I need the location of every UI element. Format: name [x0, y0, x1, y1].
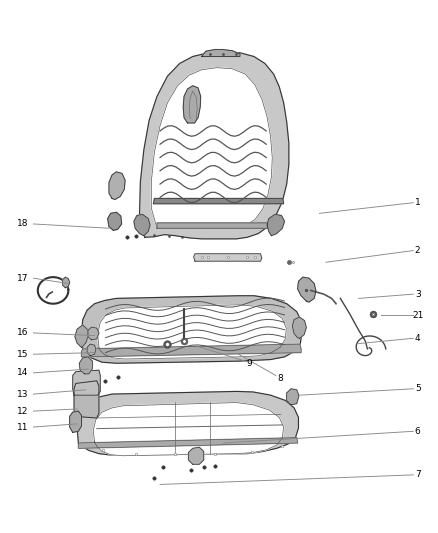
Polygon shape — [87, 344, 96, 356]
Polygon shape — [157, 223, 268, 228]
Polygon shape — [292, 317, 306, 338]
Polygon shape — [134, 214, 150, 236]
Polygon shape — [109, 172, 125, 199]
Polygon shape — [267, 214, 285, 236]
Text: 5: 5 — [415, 384, 420, 393]
Polygon shape — [108, 212, 122, 230]
Polygon shape — [74, 381, 99, 418]
Polygon shape — [73, 370, 100, 395]
Polygon shape — [201, 50, 240, 56]
Polygon shape — [63, 277, 70, 288]
Text: 18: 18 — [17, 220, 28, 229]
Text: 17: 17 — [17, 273, 28, 282]
Polygon shape — [78, 438, 297, 448]
Text: 14: 14 — [17, 368, 28, 377]
Polygon shape — [93, 402, 284, 456]
Text: 1: 1 — [415, 198, 420, 207]
Polygon shape — [194, 254, 262, 261]
Polygon shape — [81, 344, 301, 357]
Polygon shape — [77, 391, 298, 455]
Text: 2: 2 — [415, 246, 420, 255]
Text: 3: 3 — [415, 289, 420, 298]
Text: 11: 11 — [17, 423, 28, 432]
Text: 9: 9 — [247, 359, 252, 368]
Polygon shape — [153, 198, 284, 204]
Text: 8: 8 — [277, 374, 283, 383]
Polygon shape — [79, 357, 92, 374]
Text: 6: 6 — [415, 427, 420, 436]
Polygon shape — [88, 327, 99, 340]
Text: 12: 12 — [17, 407, 28, 416]
Text: 4: 4 — [415, 334, 420, 343]
Text: 13: 13 — [17, 390, 28, 399]
Polygon shape — [140, 52, 289, 239]
Text: 7: 7 — [415, 471, 420, 479]
Text: 15: 15 — [17, 350, 28, 359]
Polygon shape — [75, 325, 88, 348]
Polygon shape — [98, 305, 286, 359]
Polygon shape — [70, 411, 81, 432]
Polygon shape — [188, 447, 204, 464]
Text: 21: 21 — [412, 311, 424, 320]
Polygon shape — [81, 296, 302, 364]
Text: 16: 16 — [17, 328, 28, 337]
Polygon shape — [183, 86, 201, 123]
Polygon shape — [297, 277, 316, 302]
Polygon shape — [151, 68, 272, 228]
Polygon shape — [287, 389, 299, 405]
